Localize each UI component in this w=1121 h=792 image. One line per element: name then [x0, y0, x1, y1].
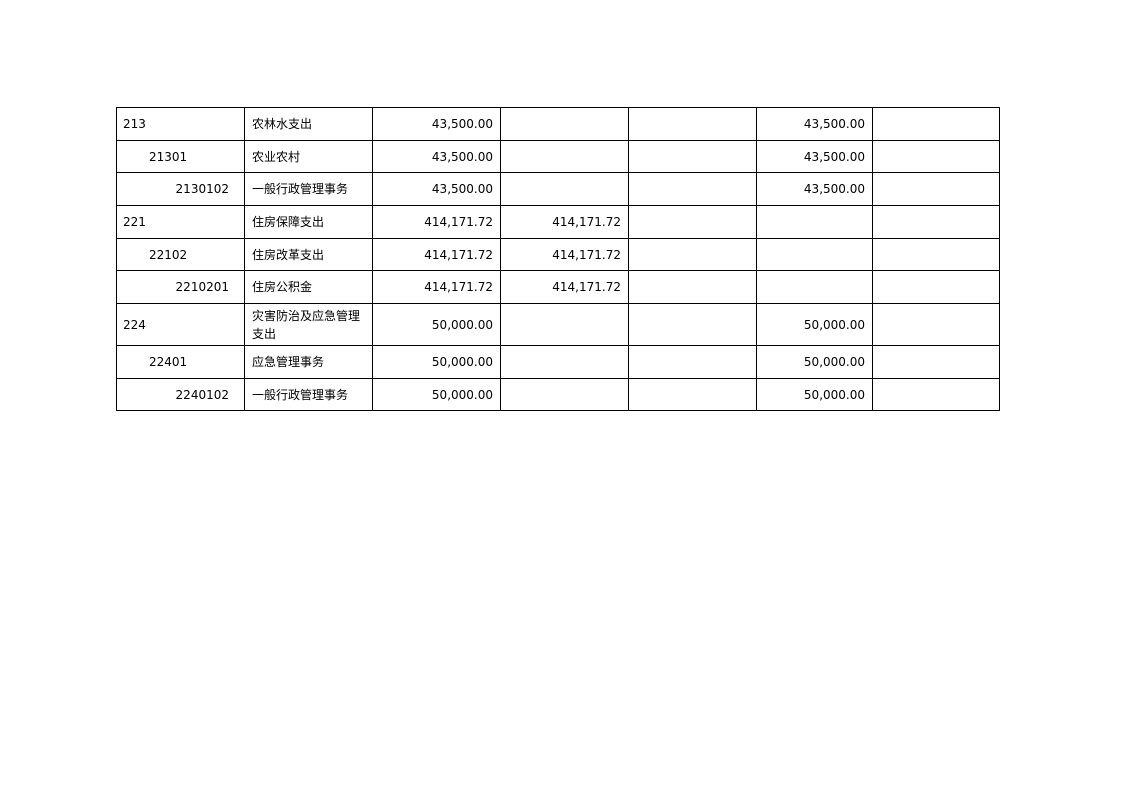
amount-cell — [872, 205, 1000, 239]
amount-cell — [500, 172, 629, 206]
amount-cell: 50,000.00 — [372, 345, 501, 379]
name-cell: 住房公积金 — [244, 270, 373, 304]
amount-cell — [872, 378, 1000, 411]
amount-cell: 414,171.72 — [372, 238, 501, 271]
amount-cell: 414,171.72 — [372, 205, 501, 239]
code-cell: 21301 — [116, 140, 245, 173]
amount-cell: 50,000.00 — [756, 378, 873, 411]
amount-cell — [628, 345, 757, 379]
name-cell: 住房改革支出 — [244, 238, 373, 271]
amount-cell — [500, 303, 629, 346]
amount-cell — [872, 303, 1000, 346]
name-cell: 农林水支出 — [244, 107, 373, 141]
amount-cell — [500, 378, 629, 411]
amount-cell: 414,171.72 — [500, 270, 629, 304]
table-row: 21301 农业农村 43,500.00 43,500.00 — [116, 140, 1000, 173]
amount-cell — [628, 303, 757, 346]
budget-table: 213 农林水支出 43,500.00 43,500.00 21301 农业农村 43,50… — [116, 107, 1000, 411]
code-cell: 221 — [116, 205, 245, 239]
table-row: 213 农林水支出 43,500.00 43,500.00 — [116, 107, 1000, 141]
amount-cell — [628, 205, 757, 239]
amount-cell — [872, 172, 1000, 206]
code-cell: 2130102 — [116, 172, 245, 206]
table-row: 224 灾害防治及应急管理支出 50,000.00 50,000.00 — [116, 303, 1000, 346]
amount-cell: 43,500.00 — [756, 107, 873, 141]
amount-cell: 43,500.00 — [372, 107, 501, 141]
amount-cell — [628, 270, 757, 304]
amount-cell — [500, 140, 629, 173]
amount-cell: 43,500.00 — [756, 172, 873, 206]
name-cell: 灾害防治及应急管理支出 — [244, 303, 373, 346]
table-row: 221 住房保障支出 414,171.72 414,171.72 — [116, 205, 1000, 239]
table-row: 22401 应急管理事务 50,000.00 50,000.00 — [116, 345, 1000, 379]
amount-cell — [628, 107, 757, 141]
code-cell: 22102 — [116, 238, 245, 271]
amount-cell: 43,500.00 — [756, 140, 873, 173]
name-cell: 一般行政管理事务 — [244, 378, 373, 411]
amount-cell — [756, 205, 873, 239]
amount-cell: 414,171.72 — [500, 238, 629, 271]
code-cell: 224 — [116, 303, 245, 346]
table-row: 22102 住房改革支出 414,171.72 414,171.72 — [116, 238, 1000, 271]
amount-cell: 43,500.00 — [372, 140, 501, 173]
table-row: 2210201 住房公积金 414,171.72 414,171.72 — [116, 270, 1000, 304]
amount-cell — [628, 238, 757, 271]
amount-cell — [756, 238, 873, 271]
amount-cell: 50,000.00 — [756, 303, 873, 346]
amount-cell — [500, 107, 629, 141]
amount-cell — [872, 107, 1000, 141]
amount-cell: 414,171.72 — [372, 270, 501, 304]
amount-cell — [628, 140, 757, 173]
name-cell: 应急管理事务 — [244, 345, 373, 379]
code-cell: 22401 — [116, 345, 245, 379]
amount-cell — [872, 140, 1000, 173]
amount-cell — [500, 345, 629, 379]
code-cell: 2240102 — [116, 378, 245, 411]
name-cell: 住房保障支出 — [244, 205, 373, 239]
amount-cell: 50,000.00 — [756, 345, 873, 379]
amount-cell: 43,500.00 — [372, 172, 501, 206]
code-cell: 2210201 — [116, 270, 245, 304]
name-cell: 一般行政管理事务 — [244, 172, 373, 206]
amount-cell — [628, 378, 757, 411]
amount-cell: 50,000.00 — [372, 303, 501, 346]
amount-cell — [872, 345, 1000, 379]
amount-cell — [872, 270, 1000, 304]
amount-cell: 414,171.72 — [500, 205, 629, 239]
amount-cell — [628, 172, 757, 206]
table-row: 2130102 一般行政管理事务 43,500.00 43,500.00 — [116, 172, 1000, 206]
table-row: 2240102 一般行政管理事务 50,000.00 50,000.00 — [116, 378, 1000, 411]
code-cell: 213 — [116, 107, 245, 141]
amount-cell: 50,000.00 — [372, 378, 501, 411]
amount-cell — [756, 270, 873, 304]
name-cell: 农业农村 — [244, 140, 373, 173]
amount-cell — [872, 238, 1000, 271]
